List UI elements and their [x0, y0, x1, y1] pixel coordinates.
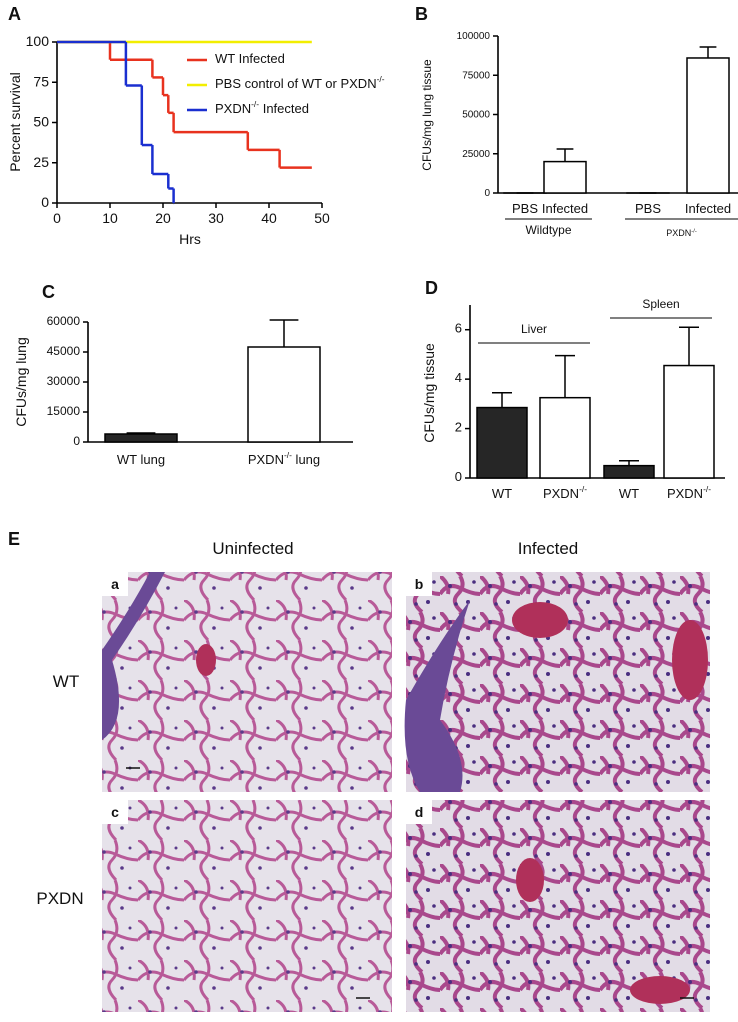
row-label: WT [53, 672, 79, 691]
image-label: b [415, 576, 424, 592]
image-label-box [406, 800, 432, 824]
y-tick-label: 100000 [457, 31, 491, 42]
y-tick-label: 75 [33, 73, 49, 89]
y-tick-label: 4 [455, 371, 462, 386]
vessel [630, 976, 690, 1004]
x-tick-label: Infected [542, 201, 588, 216]
y-tick-label: 75000 [462, 70, 490, 81]
panel-label: E [8, 529, 20, 549]
bar [476, 406, 528, 479]
x-tick-label: PXDN-/- [543, 484, 587, 501]
x-tick-label: 50 [314, 210, 330, 226]
y-axis-label: CFUs/mg lung [13, 337, 29, 426]
image-label-box [102, 572, 128, 596]
bronchiole [102, 572, 165, 740]
x-tick-label: 20 [155, 210, 171, 226]
bar [663, 364, 715, 479]
group-label: Liver [521, 322, 547, 336]
group-label: Spleen [642, 297, 679, 311]
panel-label: C [42, 282, 55, 302]
x-tick-label: WT [619, 486, 639, 501]
group-label: PXDN-/- [666, 228, 697, 238]
bar [686, 57, 730, 194]
panel-label: D [425, 278, 438, 298]
row-label: PXDN [36, 889, 83, 908]
column-label: Uninfected [212, 539, 293, 558]
image-label: a [111, 576, 119, 592]
y-tick-label: 0 [41, 194, 49, 210]
y-tick-label: 50 [33, 113, 49, 129]
y-tick-label: 30000 [47, 374, 81, 388]
image-label: d [415, 804, 424, 820]
y-axis-label: Percent survival [7, 72, 23, 172]
x-tick-label: PXDN-/- lung [248, 450, 320, 467]
vessel [196, 644, 216, 676]
y-tick-label: 100 [26, 33, 50, 49]
y-tick-label: 45000 [47, 344, 81, 358]
x-tick-label: WT lung [117, 452, 165, 467]
y-axis-label: CFUs/mg tissue [421, 343, 437, 443]
legend-label: WT Infected [215, 51, 285, 66]
column-label: Infected [518, 539, 579, 558]
image-label: c [111, 804, 119, 820]
panel-label: B [415, 4, 428, 24]
x-tick-label: Infected [685, 201, 731, 216]
bar [603, 464, 655, 479]
x-tick-label: 0 [53, 210, 61, 226]
y-tick-label: 15000 [47, 404, 81, 418]
panel-label: A [8, 4, 21, 24]
bar [543, 160, 587, 194]
group-label: Wildtype [525, 223, 571, 237]
x-tick-label: 10 [102, 210, 118, 226]
y-tick-label: 25 [33, 153, 49, 169]
y-tick-label: 60000 [47, 314, 81, 328]
y-tick-label: 6 [455, 321, 462, 336]
x-tick-label: 30 [208, 210, 224, 226]
y-tick-label: 50000 [462, 109, 490, 120]
vessel [516, 858, 544, 902]
y-tick-label: 0 [484, 188, 490, 199]
bronchiole [404, 600, 470, 792]
y-tick-label: 25000 [462, 148, 490, 159]
micrograph [102, 572, 392, 792]
image-label-box [406, 572, 432, 596]
x-axis-label: Hrs [179, 231, 201, 247]
y-tick-label: 2 [455, 420, 462, 435]
bar [539, 396, 591, 479]
micrograph [102, 800, 392, 1012]
y-axis-label: CFUs/mg lung tissue [420, 59, 434, 171]
legend-label: PBS control of WT or PXDN-/- [215, 74, 385, 91]
x-tick-label: WT [492, 486, 512, 501]
image-label-box [102, 800, 128, 824]
bar [104, 433, 178, 443]
bar [247, 346, 321, 443]
y-tick-label: 0 [73, 434, 80, 448]
panel-e-images [102, 572, 710, 1012]
x-tick-label: PBS [635, 201, 661, 216]
x-tick-label: PXDN-/- [667, 484, 711, 501]
vessel [512, 602, 568, 638]
x-tick-label: 40 [261, 210, 277, 226]
x-tick-label: PBS [512, 201, 538, 216]
y-tick-label: 0 [455, 469, 462, 484]
legend-label: PXDN-/- Infected [215, 99, 309, 116]
vessel [672, 620, 708, 700]
